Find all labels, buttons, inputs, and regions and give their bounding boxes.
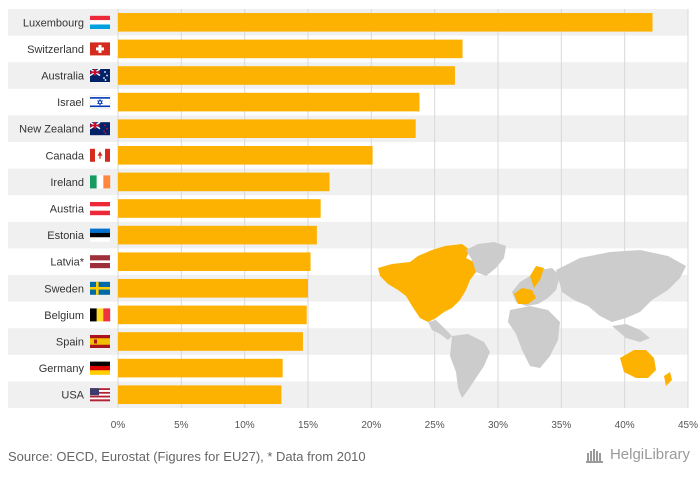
flag-sweden-icon xyxy=(90,281,110,295)
bar-estonia xyxy=(118,225,317,245)
bars xyxy=(118,13,653,404)
map-north-america xyxy=(378,244,476,322)
flag-spain-icon xyxy=(90,335,110,348)
map-scandinavia xyxy=(530,266,544,288)
bar-canada xyxy=(118,146,373,165)
map-south-america xyxy=(450,334,490,398)
flag-new-zealand-icon xyxy=(89,121,110,136)
library-icon xyxy=(585,448,603,463)
bar-luxembourg xyxy=(118,13,653,32)
flags xyxy=(89,15,111,402)
world-map-inset xyxy=(378,242,686,398)
map-greenland xyxy=(466,242,506,276)
x-tick-label: 5% xyxy=(174,420,189,431)
x-tick-label: 25% xyxy=(425,420,445,431)
bar-sweden xyxy=(118,279,308,298)
flag-canada-icon xyxy=(90,148,110,162)
category-label-canada: Canada xyxy=(45,150,84,162)
x-tick-label: 15% xyxy=(298,420,318,431)
bar-israel xyxy=(118,92,420,112)
bar-australia xyxy=(118,66,455,85)
x-tick-label: 35% xyxy=(551,420,571,431)
category-label-luxembourg: Luxembourg xyxy=(23,17,84,29)
category-label-israel: Israel xyxy=(57,97,84,109)
flag-switzerland-icon xyxy=(90,42,110,56)
x-tick-label: 30% xyxy=(488,420,508,431)
category-label-australia: Australia xyxy=(41,71,85,83)
flag-luxembourg-icon xyxy=(90,15,110,29)
bar-austria xyxy=(118,199,321,218)
logo-text: HelgiLibrary xyxy=(609,446,690,463)
bar-ireland xyxy=(118,172,330,192)
bar-new-zealand xyxy=(118,119,416,138)
x-tick-label: 40% xyxy=(615,420,635,431)
map-australia xyxy=(620,350,656,378)
x-tick-label: 45% xyxy=(678,420,698,431)
category-label-latvia: Latvia* xyxy=(50,257,84,269)
flag-germany-icon xyxy=(90,361,110,375)
category-label-usa: USA xyxy=(61,390,84,402)
flag-latvia-icon xyxy=(90,255,110,269)
category-label-estonia: Estonia xyxy=(47,230,85,242)
flag-ireland-icon xyxy=(90,175,111,189)
flag-belgium-icon xyxy=(90,308,111,322)
category-labels: Luxembourg Switzerland Australia Israel New … xyxy=(19,17,85,401)
map-central-america xyxy=(428,320,452,340)
flag-australia-icon xyxy=(89,68,110,82)
flag-israel-icon xyxy=(89,95,111,109)
bar-latvia xyxy=(118,252,311,271)
source-note: Source: OECD, Eurostat (Figures for EU27… xyxy=(8,449,366,464)
bar-usa xyxy=(118,385,282,404)
flag-usa-icon xyxy=(90,388,110,402)
bar-spain xyxy=(118,332,303,351)
bar-belgium xyxy=(118,305,307,325)
category-label-austria: Austria xyxy=(50,204,85,216)
category-label-ireland: Ireland xyxy=(50,177,84,189)
helgi-library-logo: HelgiLibrary xyxy=(585,446,690,463)
x-axis-ticks: 0% 5% 10% 15% 20% 25% 30% 35% 40% 45% xyxy=(111,420,698,431)
map-asia xyxy=(556,250,686,322)
bar-chart: Luxembourg Switzerland Australia Israel New … xyxy=(8,9,698,431)
bar-switzerland xyxy=(118,39,463,59)
category-label-sweden: Sweden xyxy=(44,283,84,295)
map-southeast-asia xyxy=(612,324,650,342)
category-label-spain: Spain xyxy=(56,337,84,349)
x-tick-label: 20% xyxy=(361,420,381,431)
flag-austria-icon xyxy=(90,202,110,216)
map-new-zealand xyxy=(664,372,672,386)
x-tick-label: 10% xyxy=(235,420,255,431)
flag-estonia-icon xyxy=(90,228,110,242)
x-tick-label: 0% xyxy=(111,420,126,431)
map-western-europe xyxy=(514,288,536,304)
category-label-germany: Germany xyxy=(39,363,85,375)
category-label-new-zealand: New Zealand xyxy=(19,124,84,136)
map-africa xyxy=(508,306,560,368)
category-label-switzerland: Switzerland xyxy=(27,44,84,56)
bar-germany xyxy=(118,358,283,378)
category-label-belgium: Belgium xyxy=(44,310,84,322)
